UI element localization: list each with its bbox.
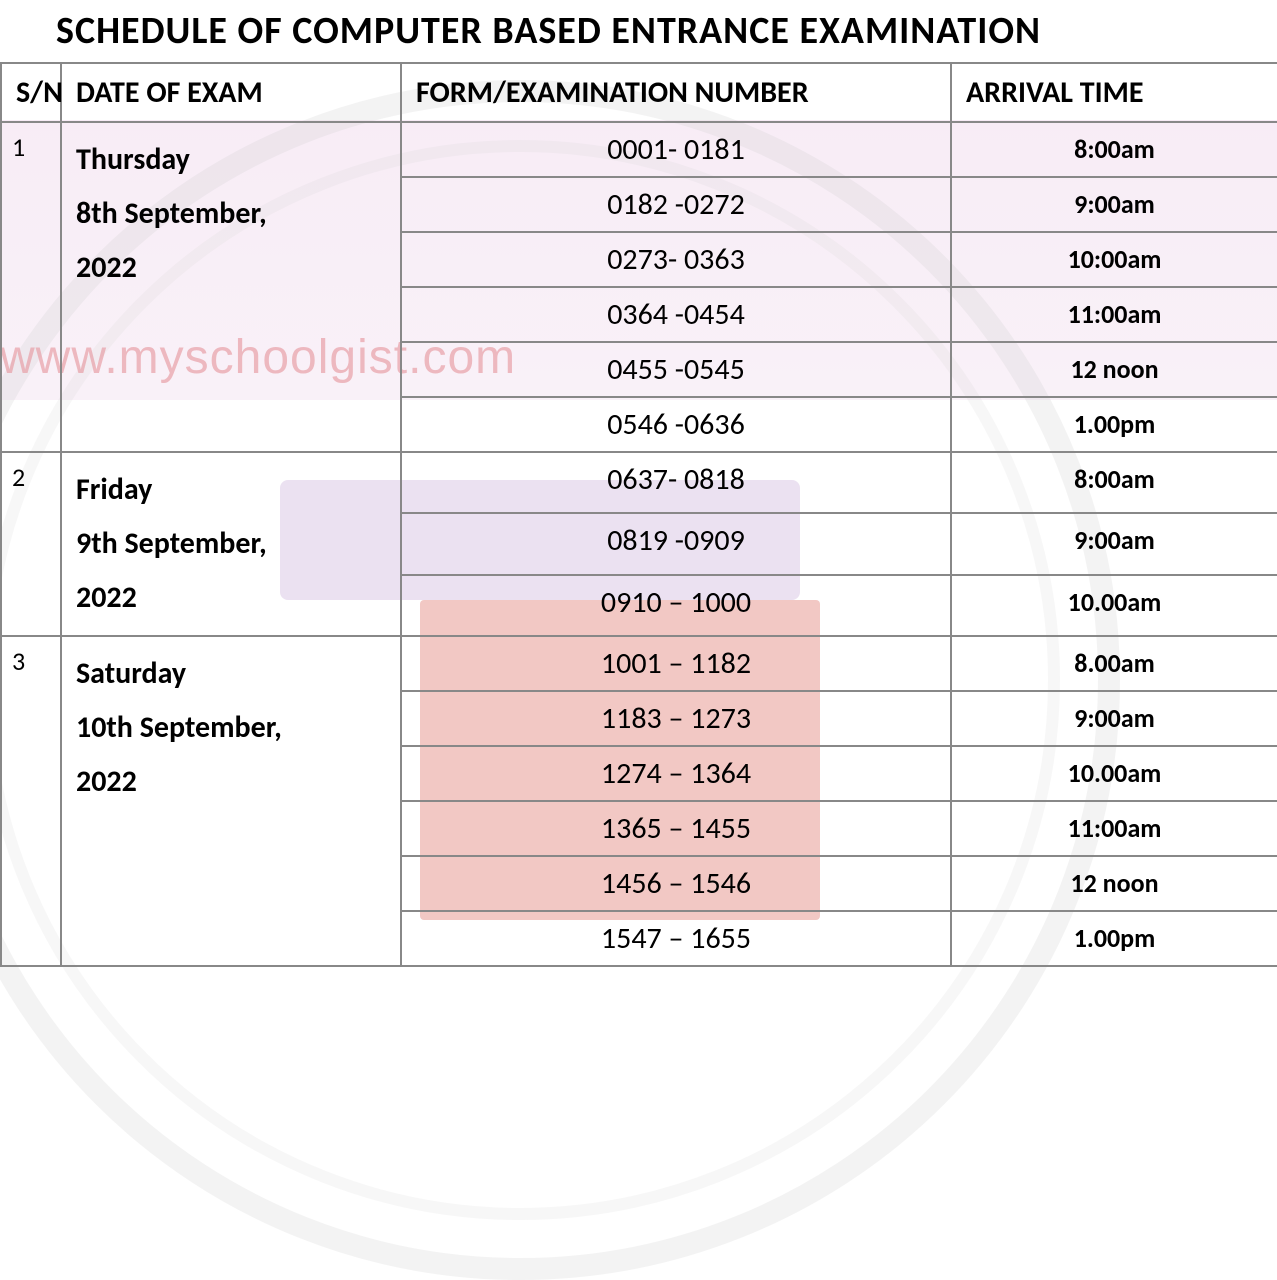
cell-form-number: 0001- 0181 xyxy=(401,122,951,177)
table-row: 2Friday9th September, 20220637- 08188:00… xyxy=(1,452,1277,513)
cell-arrival-time: 8.00am xyxy=(951,636,1277,691)
cell-form-number: 0819 -0909 xyxy=(401,513,951,574)
cell-sn: 2 xyxy=(1,452,61,636)
cell-arrival-time: 9:00am xyxy=(951,513,1277,574)
cell-arrival-time: 8:00am xyxy=(951,452,1277,513)
cell-form-number: 1183 – 1273 xyxy=(401,691,951,746)
cell-form-number: 0546 -0636 xyxy=(401,397,951,452)
cell-arrival-time: 12 noon xyxy=(951,856,1277,911)
cell-form-number: 1365 – 1455 xyxy=(401,801,951,856)
cell-form-number: 0273- 0363 xyxy=(401,232,951,287)
page-title: SCHEDULE OF COMPUTER BASED ENTRANCE EXAM… xyxy=(0,0,1277,62)
cell-date: Thursday8th September,2022 xyxy=(61,122,401,452)
cell-sn: 1 xyxy=(1,122,61,452)
cell-form-number: 1456 – 1546 xyxy=(401,856,951,911)
cell-date: Friday9th September, 2022 xyxy=(61,452,401,636)
cell-arrival-time: 10.00am xyxy=(951,575,1277,636)
cell-form-number: 1274 – 1364 xyxy=(401,746,951,801)
table-header-row: S/N DATE OF EXAM FORM/EXAMINATION NUMBER… xyxy=(1,63,1277,122)
cell-form-number: 0455 -0545 xyxy=(401,342,951,397)
cell-form-number: 0910 – 1000 xyxy=(401,575,951,636)
cell-form-number: 1001 – 1182 xyxy=(401,636,951,691)
cell-arrival-time: 1.00pm xyxy=(951,911,1277,966)
document-content: SCHEDULE OF COMPUTER BASED ENTRANCE EXAM… xyxy=(0,0,1277,967)
cell-date: Saturday10th September, 2022 xyxy=(61,636,401,966)
col-header-date: DATE OF EXAM xyxy=(61,63,401,122)
cell-arrival-time: 1.00pm xyxy=(951,397,1277,452)
cell-form-number: 1547 – 1655 xyxy=(401,911,951,966)
cell-arrival-time: 12 noon xyxy=(951,342,1277,397)
cell-arrival-time: 8:00am xyxy=(951,122,1277,177)
table-row: 1Thursday8th September,20220001- 01818:0… xyxy=(1,122,1277,177)
cell-arrival-time: 10:00am xyxy=(951,232,1277,287)
cell-sn: 3 xyxy=(1,636,61,966)
cell-arrival-time: 10.00am xyxy=(951,746,1277,801)
table-row: 3Saturday10th September, 20221001 – 1182… xyxy=(1,636,1277,691)
cell-arrival-time: 9:00am xyxy=(951,691,1277,746)
col-header-sn: S/N xyxy=(1,63,61,122)
cell-form-number: 0364 -0454 xyxy=(401,287,951,342)
cell-form-number: 0637- 0818 xyxy=(401,452,951,513)
cell-form-number: 0182 -0272 xyxy=(401,177,951,232)
col-header-time: ARRIVAL TIME xyxy=(951,63,1277,122)
col-header-form: FORM/EXAMINATION NUMBER xyxy=(401,63,951,122)
cell-arrival-time: 11:00am xyxy=(951,801,1277,856)
cell-arrival-time: 9:00am xyxy=(951,177,1277,232)
cell-arrival-time: 11:00am xyxy=(951,287,1277,342)
schedule-table: S/N DATE OF EXAM FORM/EXAMINATION NUMBER… xyxy=(0,62,1277,967)
